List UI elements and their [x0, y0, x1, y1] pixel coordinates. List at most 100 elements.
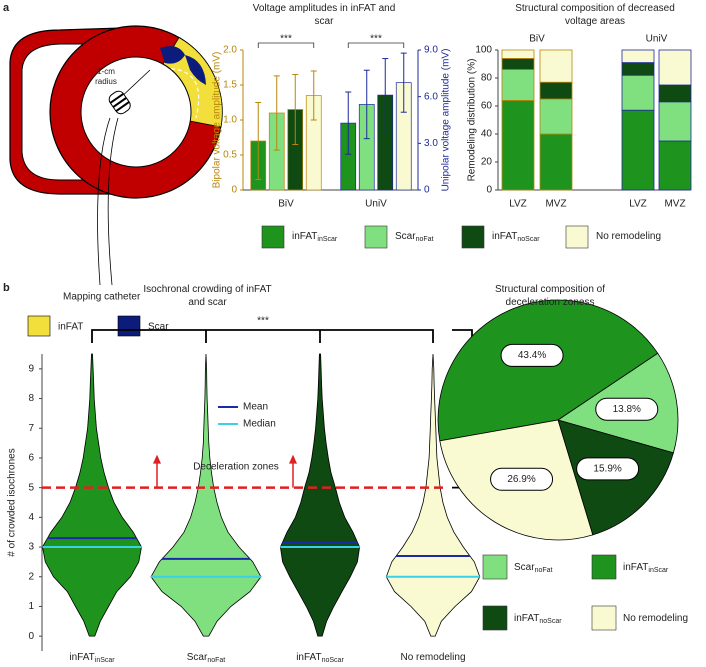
legend-swatch	[461, 225, 485, 249]
legend-label-subscript: noFat	[535, 567, 553, 574]
legend-label-subscript: inScar	[648, 567, 669, 574]
bar-segment	[621, 49, 655, 63]
legend-label-main: inFAT	[514, 613, 539, 624]
y-tick-label: 4	[28, 512, 34, 523]
catheter	[97, 117, 111, 286]
significance-bracket	[347, 42, 405, 48]
legend-label: inFATinScar	[292, 231, 338, 243]
y-tick-label: 7	[28, 423, 34, 434]
legend-swatch	[261, 225, 285, 249]
bar-segment	[539, 49, 573, 83]
bar-segment	[539, 133, 573, 191]
error-bar	[400, 52, 407, 113]
legend-swatch	[27, 315, 51, 337]
bar-segment	[658, 84, 692, 103]
pie-slice	[437, 299, 659, 442]
bar-segment	[501, 49, 535, 59]
legend-label: ScarnoFat	[514, 562, 553, 574]
diagram-legend: inFAT Scar	[27, 315, 169, 337]
radius-label: 1-cm	[97, 67, 115, 76]
y-tick-label: 8	[28, 393, 34, 404]
bar-segment	[621, 74, 655, 111]
x-tick-label: ScarnoFat	[187, 652, 226, 664]
x-tick-label-main: No remodeling	[400, 652, 465, 663]
legend-swatch	[482, 554, 508, 580]
y-tick-label: 9	[28, 363, 34, 374]
value-label: 43.4%	[518, 350, 546, 361]
x-tick-label: LVZ	[629, 199, 647, 210]
significance-label: ***	[280, 34, 292, 45]
chart-title: Isochronal crowding of inFAT and scar	[143, 284, 272, 308]
bar-segment	[501, 69, 535, 101]
y-tick-label: 3	[28, 542, 34, 553]
y-tick-label: 1	[28, 601, 34, 612]
legend-swatch	[482, 605, 508, 631]
legend-label: inFATnoScar	[492, 231, 540, 243]
x-tick-label: UniV	[365, 199, 387, 210]
legend-label: No remodeling	[623, 613, 688, 624]
significance-label: ***	[257, 316, 269, 327]
y-tick-label: 0	[231, 185, 237, 196]
x-tick-label-subscript: noScar	[322, 657, 345, 664]
legend-label: inFAT	[58, 322, 83, 333]
radius-label: radius	[95, 77, 117, 86]
chart-title: Structural composition of deceleration z…	[494, 284, 606, 308]
threshold-arrowhead	[153, 454, 161, 464]
catheter-label: Mapping catheter	[63, 292, 141, 303]
legend-label-main: No remodeling	[596, 231, 661, 242]
legend-label-subscript: inScar	[317, 236, 338, 243]
value-label: 15.9%	[593, 463, 621, 474]
legend-label-main: Scar	[514, 562, 535, 573]
bar-segment	[501, 100, 535, 191]
y2-axis-label: Unipolar voltage amplitude (mV)	[441, 49, 452, 192]
x-tick-label: MVZ	[664, 199, 685, 210]
y-tick-label: 100	[475, 45, 492, 56]
y-tick-label: 2	[28, 571, 34, 582]
significance-bracket	[91, 329, 434, 343]
error-bar	[292, 74, 299, 145]
value-label-box	[576, 457, 640, 481]
panel-label: a	[3, 2, 10, 14]
x-tick-label-subscript: noFat	[207, 657, 225, 664]
y2-tick-label: 3.0	[424, 138, 438, 149]
violin	[279, 353, 361, 637]
y-tick-label: 40	[481, 129, 493, 140]
y-tick-label: 60	[481, 101, 493, 112]
legend-label-main: Scar	[395, 231, 416, 242]
panel-label: b	[3, 282, 10, 294]
radius-ring	[149, 68, 200, 119]
x-tick-label-main: inFAT	[69, 652, 94, 663]
y-axis-label: # of crowded isochrones	[7, 448, 18, 556]
legend-swatch	[591, 554, 617, 580]
y2-tick-label: 0	[424, 185, 430, 196]
y-tick-label: 1.0	[223, 115, 237, 126]
legend-label-main: inFAT	[623, 562, 648, 573]
y-tick-label: 0.5	[223, 150, 237, 161]
y2-tick-label: 6.0	[424, 91, 438, 102]
legend-swatch	[117, 315, 141, 337]
threshold-label: Deceleration zones	[193, 462, 279, 473]
legend-swatch	[364, 225, 388, 249]
bar-segment	[501, 58, 535, 71]
value-label: 26.9%	[507, 474, 535, 485]
bar-segment	[539, 98, 573, 135]
legend-label: inFATinScar	[623, 562, 669, 574]
mean-legend-label: Mean	[243, 402, 268, 413]
value-label: 13.8%	[613, 404, 641, 415]
y-tick-label: 0	[486, 185, 492, 196]
bar-segment	[621, 109, 655, 191]
catheter	[107, 117, 119, 286]
y-tick-label: 6	[28, 453, 34, 464]
value-label-box	[500, 343, 564, 367]
legend-label: Scar	[148, 322, 169, 333]
scar-region	[185, 55, 206, 85]
error-bar	[255, 102, 262, 180]
heart-diagram: 1-cm radius Mapping catheter	[9, 25, 223, 303]
catheter-tip	[108, 90, 131, 115]
legend-label: ScarnoFat	[395, 231, 434, 243]
value-label-box	[595, 397, 659, 421]
bar-segment	[658, 101, 692, 142]
chart-title: Structural composition of decreased volt…	[515, 3, 675, 27]
bar-segment	[658, 49, 692, 86]
